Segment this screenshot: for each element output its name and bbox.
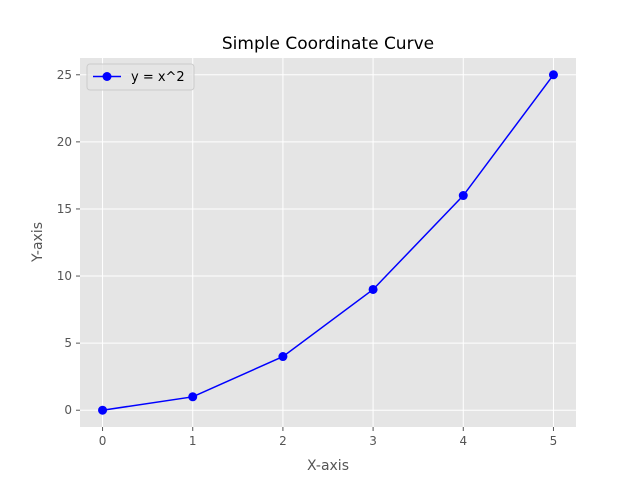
data-point [98, 405, 108, 415]
data-point [188, 392, 198, 402]
y-tick-label: 25 [57, 68, 72, 82]
legend-marker [102, 72, 112, 81]
data-point [458, 191, 468, 201]
y-tick-label: 5 [64, 336, 72, 350]
x-tick-label: 1 [189, 434, 197, 448]
x-tick-label: 4 [459, 434, 467, 448]
y-axis-label: Y-axis [30, 222, 46, 263]
series [98, 70, 558, 415]
x-tick-label: 2 [279, 434, 287, 448]
chart-title: Simple Coordinate Curve [222, 34, 434, 54]
x-tick-label: 0 [99, 434, 107, 448]
x-axis-label: X-axis [307, 458, 349, 474]
x-tick-label: 3 [369, 434, 377, 448]
y-tick-label: 0 [64, 403, 72, 417]
legend-box [86, 63, 195, 91]
y-tick-label: 15 [57, 202, 72, 216]
series-line [102, 74, 555, 411]
plot-area [80, 58, 576, 427]
y-tick-labels: 0 5 10 15 20 25 [57, 68, 80, 417]
data-point [548, 70, 558, 80]
x-tick-labels: 0 1 2 3 4 5 [99, 427, 558, 448]
data-point [278, 352, 288, 362]
legend-label: y = x^2 [131, 70, 185, 85]
data-point [368, 284, 378, 294]
legend: y = x^2 [86, 63, 195, 91]
x-tick-label: 5 [550, 434, 558, 448]
y-tick-label: 10 [57, 269, 72, 283]
y-tick-label: 20 [57, 135, 72, 149]
